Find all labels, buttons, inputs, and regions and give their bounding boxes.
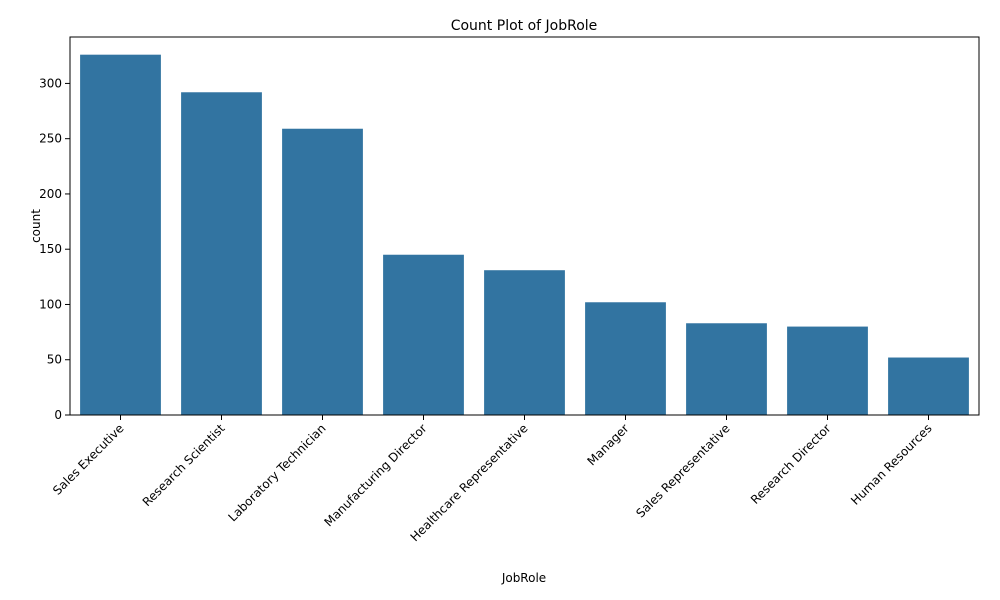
y-tick-label: 50 — [47, 353, 62, 367]
y-tick-label: 200 — [39, 187, 62, 201]
bar-laboratory-technician — [282, 128, 363, 415]
bars — [80, 54, 969, 416]
bar-sales-executive — [80, 54, 161, 416]
y-axis: 0 50 100 150 200 250 300 — [39, 76, 70, 422]
plot-frame — [69, 36, 980, 416]
y-tick-label: 0 — [54, 408, 62, 422]
x-tick-label: Laboratory Technician — [225, 421, 328, 524]
bar-manufacturing-director — [383, 254, 464, 415]
chart-title: Count Plot of JobRole — [451, 18, 598, 34]
bar-research-scientist — [181, 92, 262, 416]
x-tick-label: Human Resources — [848, 421, 935, 508]
y-tick-label: 300 — [39, 76, 62, 90]
bar-manager — [585, 302, 666, 415]
y-tick-label: 250 — [39, 132, 62, 146]
bar-sales-representative — [686, 323, 767, 415]
y-tick-label: 100 — [39, 297, 62, 311]
x-axis: Sales Executive Research ScientistLaborat… — [50, 415, 935, 544]
x-tick-label: Manufacturing Director — [321, 421, 429, 529]
y-tick-label: 150 — [39, 242, 62, 256]
y-axis-label: count — [29, 209, 43, 243]
x-tick-label: Research Scientist — [140, 421, 228, 509]
bar-research-director — [787, 326, 868, 415]
x-axis-label: JobRole — [501, 571, 546, 585]
x-tick-label: Manager — [585, 421, 632, 468]
bar-healthcare-representative — [484, 270, 565, 415]
x-tick-label: Sales Executive — [50, 421, 127, 498]
x-tick-label: Healthcare Representative — [408, 421, 531, 544]
x-tick-label: Research Director — [748, 421, 834, 507]
x-tick-label: Sales Representative — [633, 421, 732, 520]
bar-human-resources — [888, 357, 969, 415]
